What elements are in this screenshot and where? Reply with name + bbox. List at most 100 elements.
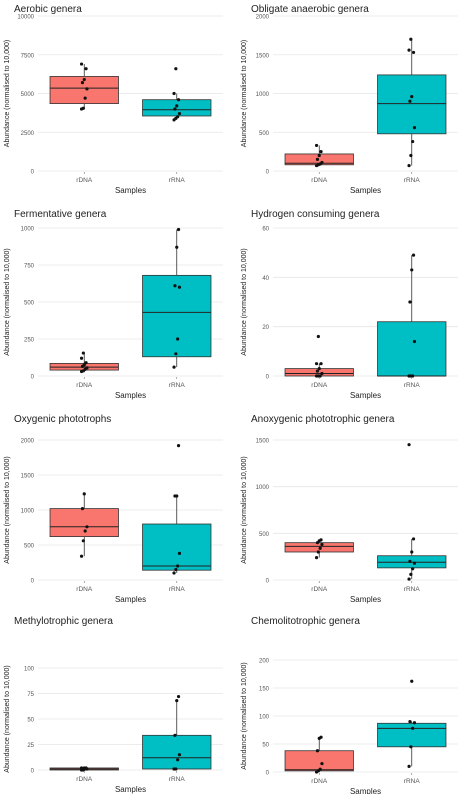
data-point xyxy=(410,95,414,99)
data-point xyxy=(85,525,89,529)
data-point xyxy=(317,367,321,371)
x-axis-label: Samples xyxy=(350,186,381,195)
data-point xyxy=(81,539,85,543)
data-point xyxy=(407,577,411,581)
x-tick-label: rDNA xyxy=(76,177,93,184)
data-point xyxy=(173,107,177,111)
y-axis-label: Abundance (normalised to 10,000) xyxy=(4,665,11,772)
box-rrna xyxy=(142,99,212,117)
data-point xyxy=(174,67,178,71)
y-tick-label: 50 xyxy=(27,718,34,724)
data-point xyxy=(176,444,181,448)
data-point xyxy=(319,735,323,739)
data-point xyxy=(411,537,416,541)
data-point xyxy=(174,767,178,771)
y-tick-label: 20 xyxy=(262,325,269,331)
y-tick-label: 75 xyxy=(27,692,34,698)
box-rrna xyxy=(142,523,212,571)
data-point xyxy=(407,163,411,168)
data-point xyxy=(82,363,86,367)
chart-panel: Obligate anaerobic genera 0 500 1000 1500 200… xyxy=(241,4,458,195)
data-point xyxy=(84,67,88,71)
x-tick-label: rRNA xyxy=(404,586,421,593)
data-point xyxy=(408,559,412,563)
box-rrna xyxy=(377,74,447,135)
x-tick-label: rRNA xyxy=(169,382,186,389)
y-tick-label: 100 xyxy=(259,715,270,721)
box-rrna xyxy=(142,734,212,770)
chart-title: Hydrogen consuming genera xyxy=(251,209,380,220)
data-point xyxy=(319,538,323,542)
data-point xyxy=(79,766,84,770)
data-point xyxy=(81,351,85,355)
data-point xyxy=(316,550,320,554)
data-point xyxy=(320,160,324,165)
data-point xyxy=(175,494,179,498)
y-tick-label: 250 xyxy=(24,338,35,344)
y-tick-label: 60 xyxy=(262,227,269,233)
data-point xyxy=(410,268,414,272)
y-tick-label: 1000 xyxy=(256,485,270,491)
y-axis-label: Abundance (normalised to 10,000) xyxy=(4,40,11,147)
x-axis-label: Samples xyxy=(350,595,381,604)
data-point xyxy=(80,81,85,85)
data-point xyxy=(175,699,179,703)
data-point xyxy=(85,87,89,91)
data-point xyxy=(172,91,176,96)
y-tick-label: 0 xyxy=(31,769,35,775)
x-tick-label: rRNA xyxy=(404,382,421,389)
data-point xyxy=(409,153,413,158)
data-point xyxy=(408,720,412,724)
data-point xyxy=(84,361,88,365)
box-rdna xyxy=(284,750,354,772)
data-point xyxy=(172,365,176,369)
data-point xyxy=(320,762,324,766)
data-point xyxy=(318,767,322,771)
y-tick-label: 750 xyxy=(24,264,35,270)
y-axis-label: Abundance (normalised to 10,000) xyxy=(241,662,248,769)
chart-title: Aerobic genera xyxy=(14,4,82,15)
y-tick-label: 1000 xyxy=(21,509,35,515)
x-axis-label: Samples xyxy=(115,186,146,195)
data-point xyxy=(79,554,84,558)
y-axis-label: Abundance (normalised to 10,000) xyxy=(241,40,248,147)
x-axis-label: Samples xyxy=(115,391,146,400)
y-tick-label: 1000 xyxy=(21,227,35,233)
y-tick-label: 150 xyxy=(259,687,270,693)
x-tick-label: rDNA xyxy=(76,776,93,783)
data-point xyxy=(314,362,319,366)
data-point xyxy=(408,99,412,103)
data-point xyxy=(172,571,176,575)
data-point xyxy=(317,153,321,158)
x-axis-label: Samples xyxy=(115,785,146,794)
y-tick-label: 25 xyxy=(27,743,34,749)
data-point xyxy=(412,126,417,130)
data-point xyxy=(175,104,179,108)
data-point xyxy=(176,115,180,119)
data-point xyxy=(409,572,413,577)
data-point xyxy=(411,567,415,571)
data-point xyxy=(174,567,178,572)
data-point xyxy=(173,733,177,737)
data-point xyxy=(315,157,320,161)
y-tick-label: 500 xyxy=(259,131,270,137)
y-axis-label: Abundance (normalised to 10,000) xyxy=(241,248,248,355)
box-rrna xyxy=(377,321,447,377)
data-point xyxy=(319,362,323,366)
data-point xyxy=(176,227,181,232)
data-point xyxy=(407,764,411,769)
y-tick-label: 0 xyxy=(266,579,270,585)
chart-title: Fermentative genera xyxy=(14,209,107,220)
box-rrna xyxy=(142,274,212,358)
data-point xyxy=(315,369,320,373)
data-point xyxy=(409,745,413,749)
chart-panel: Chemolitotrophic genera 0 50 100 150 200 Abund… xyxy=(241,616,458,794)
y-tick-label: 2500 xyxy=(21,131,35,137)
data-point xyxy=(411,374,415,378)
data-point xyxy=(79,62,84,66)
data-point xyxy=(177,551,182,556)
data-point xyxy=(82,77,86,82)
x-tick-label: rRNA xyxy=(169,177,186,184)
data-point xyxy=(412,339,417,344)
